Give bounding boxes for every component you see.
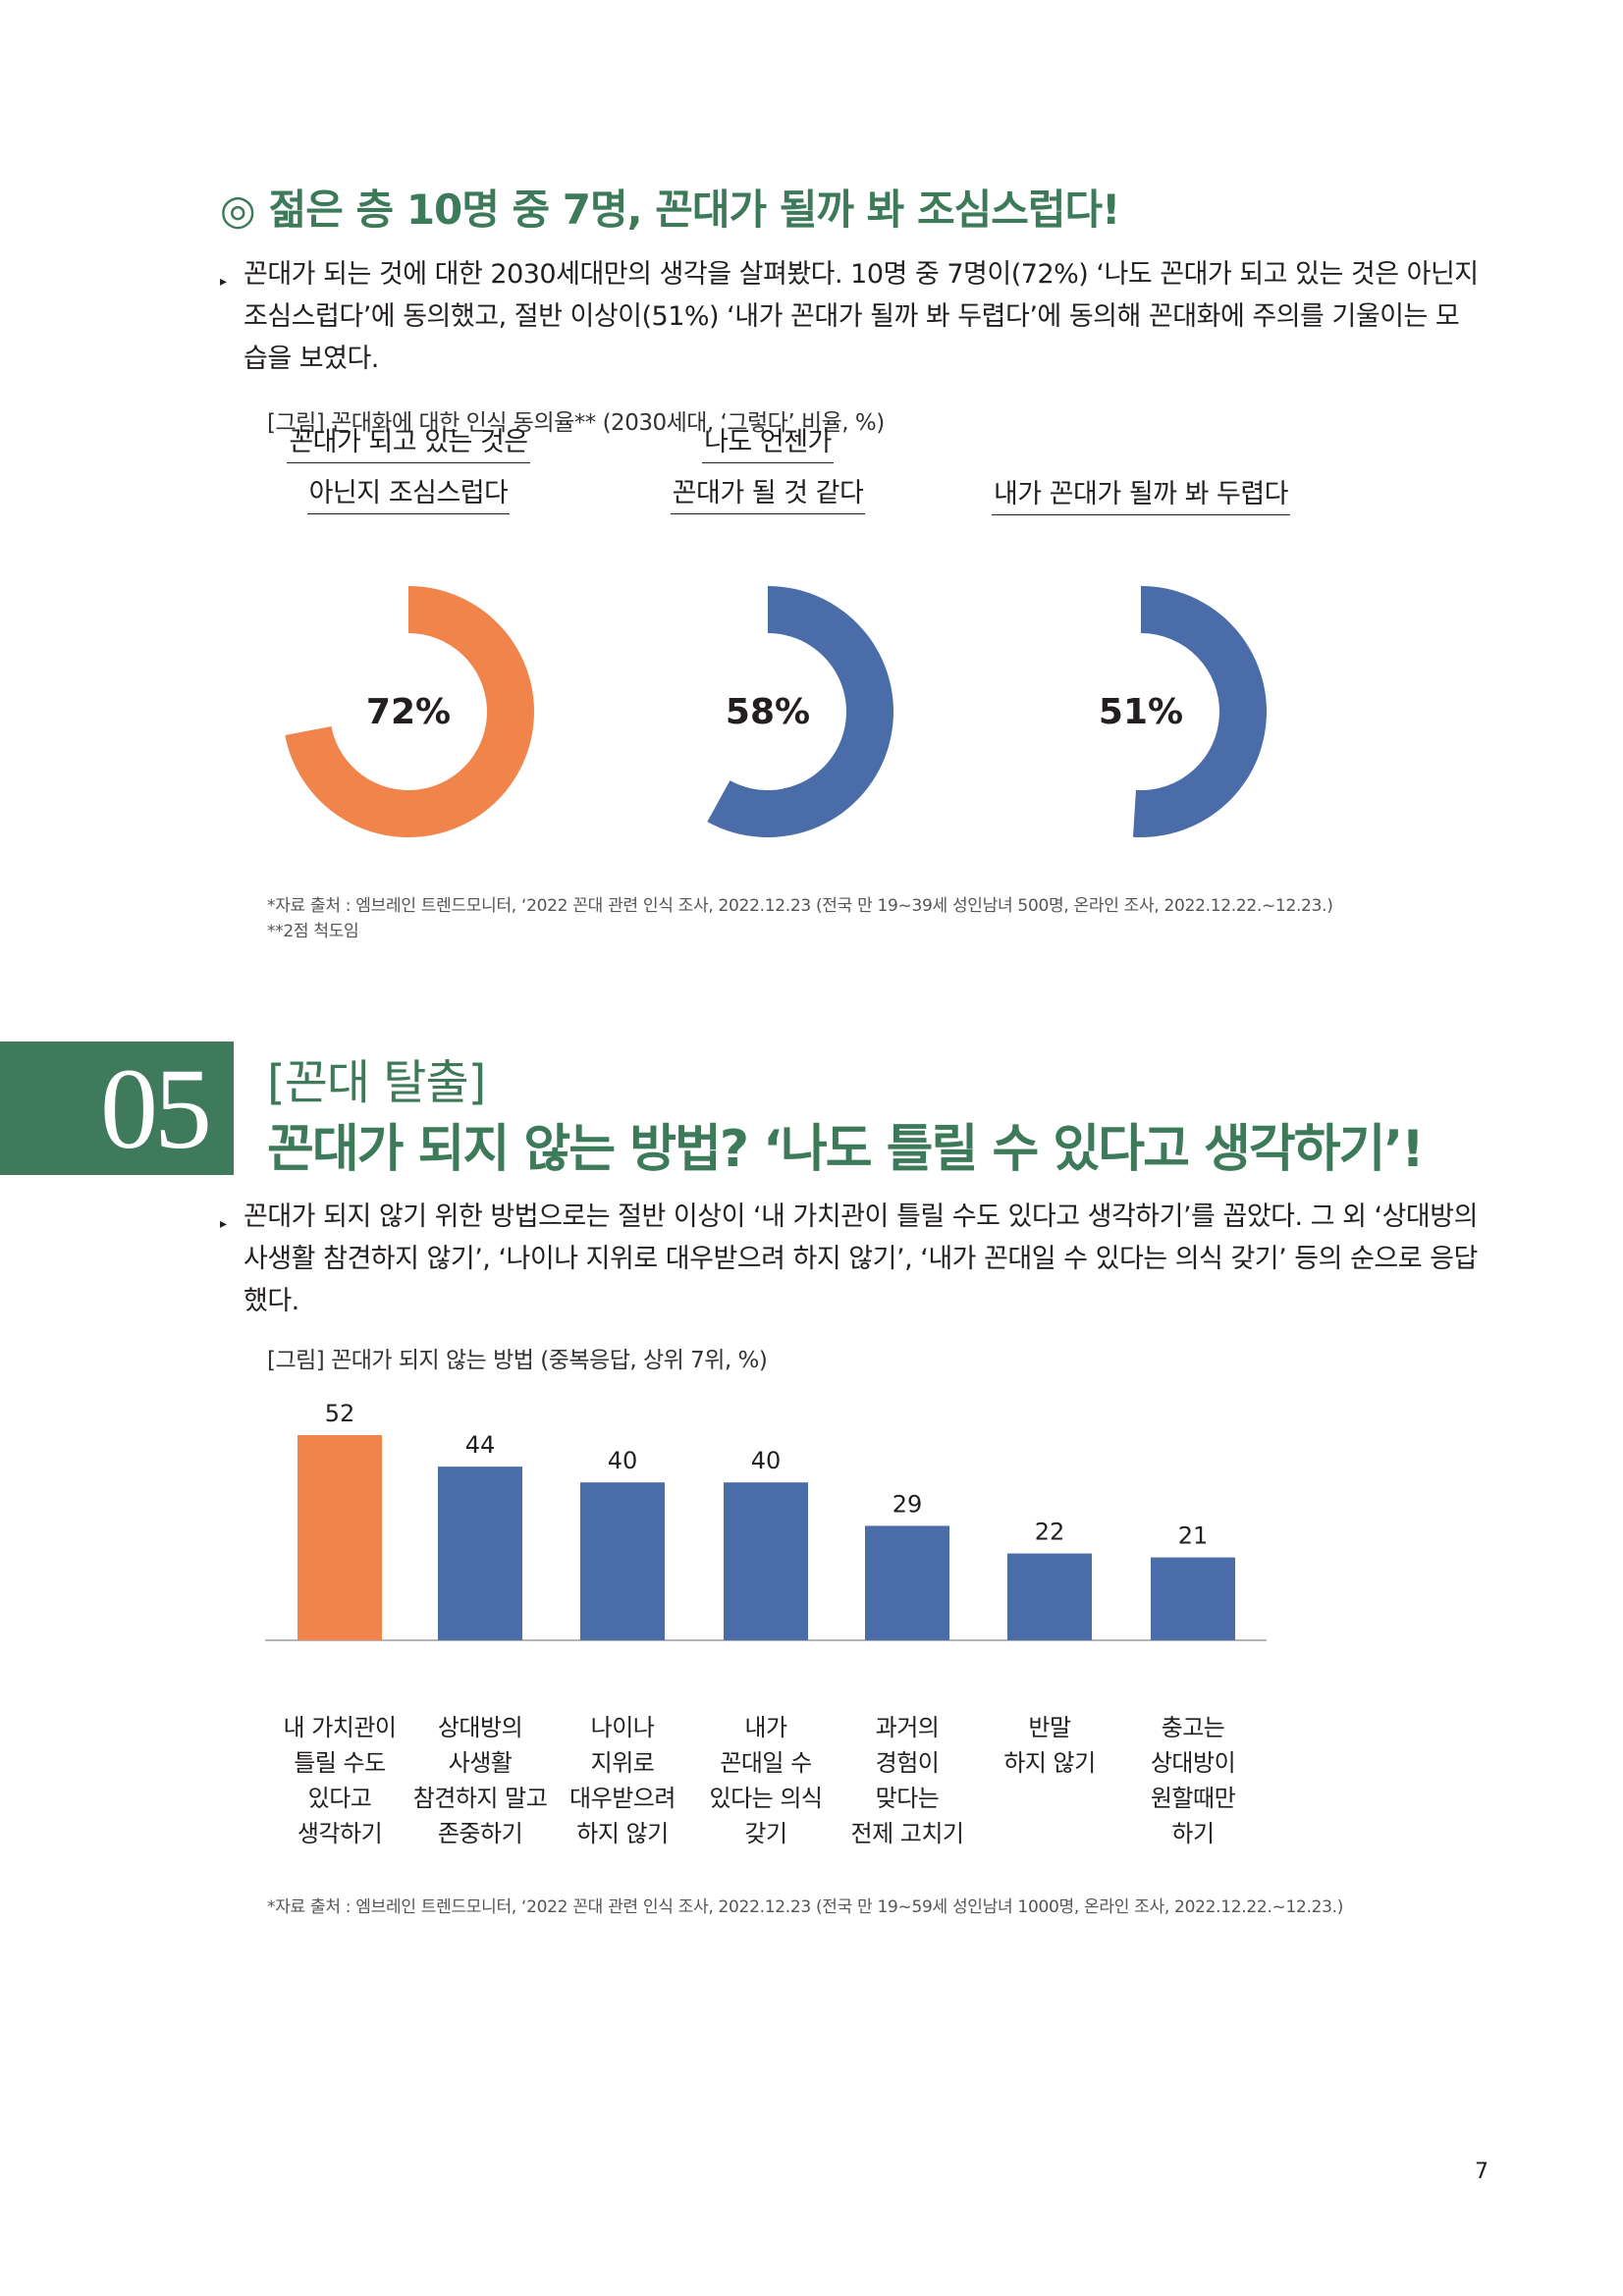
section1-title-text: 젊은 층 10명 중 7명, 꼰대가 될까 봐 조심스럽다! xyxy=(268,186,1121,234)
section1-source: *자료 출처 : 엠브레인 트렌드모니터, ‘2022 꼰대 관련 인식 조사,… xyxy=(267,896,1333,916)
donut-value-label: 58% xyxy=(726,692,810,732)
page-number: 7 xyxy=(1475,2160,1488,2184)
donut-value-label: 72% xyxy=(366,692,451,732)
section1-bullet-text: 꼰대가 되는 것에 대한 2030세대만의 생각을 살펴봤다. 10명 중 7명… xyxy=(243,259,1479,374)
bar-value-label: 29 xyxy=(893,1490,923,1518)
section1-note: **2점 척도임 xyxy=(267,922,359,941)
bar xyxy=(1007,1553,1092,1640)
double-circle-icon: ◎ xyxy=(220,186,256,234)
section2-subtitle: [꼰대 탈출] xyxy=(267,1055,486,1110)
section1-title: ◎ 젊은 층 10명 중 7명, 꼰대가 될까 봐 조심스럽다! xyxy=(220,177,1121,237)
bullet-triangle-icon: ▸ xyxy=(220,274,227,290)
donut-segment xyxy=(1132,586,1267,837)
section2-bullet: ▸ 꼰대가 되지 않기 위한 방법으로는 절반 이상이 ‘내 가치관이 틀릴 수… xyxy=(220,1196,1483,1322)
bar-value-label: 21 xyxy=(1178,1522,1209,1550)
bar xyxy=(865,1525,949,1640)
bar xyxy=(724,1482,808,1640)
bar-category-label: 내가 꼰대일 수 있다는 의식 갖기 xyxy=(709,1714,823,1847)
bar-category-label: 나이나 지위로 대우받으려 하지 않기 xyxy=(569,1714,676,1847)
bar-chart: 52 44 40 40 29 22 21 xyxy=(265,1400,1267,1641)
bar-category-label: 상대방의 사생활 참견하지 말고 존중하기 xyxy=(412,1714,548,1847)
bar xyxy=(580,1482,665,1640)
section2-bullet-text: 꼰대가 되지 않기 위한 방법으로는 절반 이상이 ‘내 가치관이 틀릴 수도 … xyxy=(243,1201,1478,1316)
bar-category-label: 과거의 경험이 맞다는 전제 고치기 xyxy=(850,1714,964,1847)
donut-charts: 72% 58% 51% xyxy=(285,586,1267,837)
donut-label-line: 꼰대가 되고 있는 것은 xyxy=(212,420,605,463)
bar xyxy=(1151,1557,1235,1640)
bar xyxy=(298,1434,382,1640)
bar-value-label: 44 xyxy=(465,1431,496,1459)
bullet-triangle-icon: ▸ xyxy=(220,1216,227,1232)
donut-segment xyxy=(707,586,893,837)
section1-bullet: ▸ 꼰대가 되는 것에 대한 2030세대만의 생각을 살펴봤다. 10명 중 … xyxy=(220,253,1483,380)
donut-label-line: 아닌지 조심스럽다 xyxy=(212,471,605,514)
section2-source: *자료 출처 : 엠브레인 트렌드모니터, ‘2022 꼰대 관련 인식 조사,… xyxy=(267,1897,1344,1917)
bar-category-label: 충고는 상대방이 원할때만 하기 xyxy=(1150,1714,1236,1847)
donut-segment xyxy=(285,586,534,837)
section2-figure-caption: [그림] 꼰대가 되지 않는 방법 (중복응답, 상위 7위, %) xyxy=(267,1348,768,1373)
section-number: 05 xyxy=(100,1044,212,1173)
donut-value-label: 51% xyxy=(1099,692,1183,732)
bar xyxy=(438,1467,522,1640)
bar-value-label: 40 xyxy=(608,1447,638,1474)
donut-label-line: 내가 꼰대가 될까 봐 두렵다 xyxy=(945,472,1337,515)
bar-category-label: 내 가치관이 틀릴 수도 있다고 생각하기 xyxy=(283,1714,397,1847)
donut-label-line: 꼰대가 될 것 같다 xyxy=(571,471,964,514)
bar-value-label: 40 xyxy=(751,1447,782,1474)
section1-figure-caption: [그림] 꼰대화에 대한 인식 동의율** (2030세대, ‘그렇다’ 비율,… xyxy=(267,410,885,436)
section-number-bar xyxy=(0,1041,234,1175)
donut-label-line: 나도 언젠가 xyxy=(571,420,964,463)
section2-title: 꼰대가 되지 않는 방법? ‘나도 틀릴 수 있다고 생각하기’! xyxy=(267,1120,1425,1179)
bar-value-label: 52 xyxy=(325,1400,355,1427)
bar-value-label: 22 xyxy=(1035,1519,1065,1546)
bar-category-label: 반말 하지 않기 xyxy=(1003,1714,1096,1777)
